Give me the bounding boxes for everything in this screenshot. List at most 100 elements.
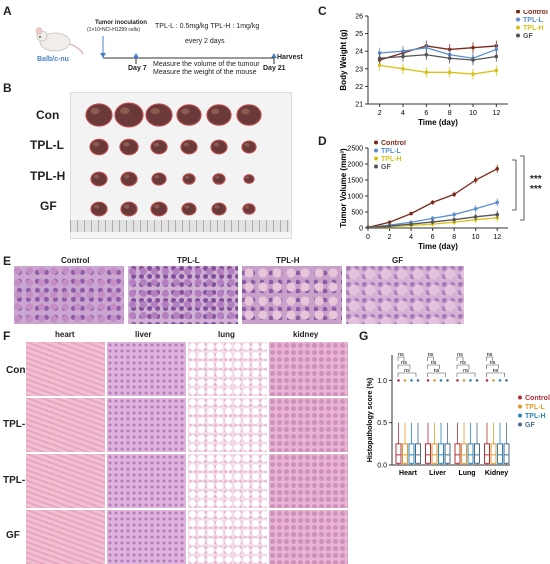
- legend-label: Control: [523, 10, 548, 16]
- tumor-highlight: [245, 176, 250, 179]
- data-point: [387, 224, 392, 228]
- f-row-gf: GF: [6, 530, 20, 541]
- measure-volume-label: Measure the volume of the tumour: [153, 61, 260, 68]
- ns-label: ns: [463, 368, 469, 374]
- data-point: [471, 72, 475, 76]
- panel-f: heart liver lung kidney Con TPL-L TPL-H …: [0, 330, 350, 564]
- outlier-point: [397, 379, 400, 382]
- y-tick-label: 26: [355, 14, 363, 21]
- tumor-sample: [120, 201, 138, 217]
- ns-label: ns: [460, 360, 466, 366]
- series-line: [379, 64, 497, 75]
- legend-marker: [374, 148, 378, 153]
- panel-label-b: B: [3, 81, 12, 95]
- data-point: [452, 192, 456, 197]
- panel-label-f: F: [3, 329, 11, 343]
- x-tick-label: Lung: [458, 470, 475, 477]
- x-tick-label: 4: [401, 110, 405, 117]
- tumor-highlight: [241, 108, 250, 115]
- tumor-sample: [90, 201, 108, 217]
- histology-e-control: [14, 266, 124, 324]
- legend-marker: [374, 164, 378, 169]
- outlier-point: [456, 379, 459, 382]
- box: [444, 443, 451, 464]
- y-tick-label: 0: [359, 226, 363, 233]
- data-point: [424, 70, 429, 75]
- y-tick-label: 0.5: [377, 420, 387, 427]
- tumor-highlight: [119, 107, 130, 115]
- tumor-sample: [151, 172, 167, 186]
- y-axis-label: Histopathology score (%): [367, 378, 374, 462]
- histology-kidney-1: [269, 398, 348, 452]
- legend-marker: [518, 395, 522, 400]
- histology-liver-3: [107, 510, 186, 564]
- box: [474, 443, 480, 464]
- f-row-tpl-l: TPL-L: [3, 419, 32, 430]
- legend-marker: [516, 17, 520, 22]
- x-tick-label: 10: [469, 110, 477, 117]
- x-tick-label: Liver: [429, 470, 446, 477]
- data-point: [377, 56, 382, 61]
- data-point: [424, 45, 429, 50]
- legend-label: Control: [525, 395, 550, 402]
- data-point: [430, 200, 435, 205]
- legend-label: GF: [525, 422, 535, 429]
- tumor-sample: [90, 171, 108, 187]
- ns-label: ns: [428, 352, 434, 358]
- x-tick-label: 0: [366, 234, 370, 241]
- ns-label: ns: [404, 368, 410, 374]
- tumor-photo-svg: [85, 102, 262, 217]
- dose-label: TPL-L : 0.5mg/kg TPL-H : 1mg/kg: [155, 23, 260, 30]
- outlier-point: [469, 379, 472, 382]
- box: [425, 443, 431, 464]
- legend-label: TPL-H: [523, 25, 544, 32]
- tumor-highlight: [181, 108, 190, 115]
- outlier-point: [439, 379, 443, 382]
- ns-label: ns: [398, 352, 404, 358]
- data-point: [430, 220, 435, 224]
- tumor-sample: [210, 139, 228, 155]
- tumor-highlight: [214, 205, 220, 209]
- outlier-point: [426, 379, 430, 382]
- histology-lung-3: [188, 510, 267, 564]
- outlier-point: [475, 379, 479, 382]
- cells-label: (1×10⁶NCI-H1299 cells): [87, 27, 141, 33]
- x-axis-label: Time (day): [418, 118, 458, 127]
- legend-label: TPL-H: [525, 413, 546, 420]
- tumor-sample: [119, 138, 139, 156]
- data-point: [495, 200, 500, 205]
- ns-bracket: [397, 364, 411, 369]
- histology-heart-0: [26, 342, 105, 396]
- box: [497, 443, 503, 464]
- legend-marker: [374, 156, 378, 161]
- histology-liver-0: [107, 342, 186, 396]
- data-point: [471, 58, 475, 62]
- ns-label: ns: [401, 360, 407, 366]
- y-tick-label: 0.0: [377, 463, 387, 470]
- data-point: [401, 67, 405, 71]
- box: [438, 443, 444, 464]
- legend-label: TPL-L: [381, 148, 402, 155]
- outlier-point: [403, 379, 407, 382]
- data-point: [473, 207, 478, 211]
- data-point: [447, 70, 452, 75]
- histology-lung-1: [188, 398, 267, 452]
- schedule-label: every 2 days: [185, 38, 225, 45]
- tumor-sample: [150, 139, 168, 155]
- tumor-photo: [70, 92, 292, 239]
- tumor-sample: [120, 171, 138, 187]
- ns-bracket: [427, 372, 446, 377]
- tumor-sample: [211, 202, 227, 216]
- data-point: [494, 47, 499, 52]
- data-point: [495, 212, 500, 217]
- e-title-tpl-h: TPL-H: [276, 256, 300, 265]
- tumor-highlight: [93, 204, 100, 209]
- tumor-sample: [181, 202, 197, 216]
- outlier-point: [462, 379, 466, 382]
- x-tick-label: 2: [388, 234, 392, 241]
- tumor-highlight: [93, 174, 100, 179]
- series-line: [379, 47, 497, 59]
- x-tick-label: 8: [452, 234, 456, 241]
- data-point: [452, 217, 456, 222]
